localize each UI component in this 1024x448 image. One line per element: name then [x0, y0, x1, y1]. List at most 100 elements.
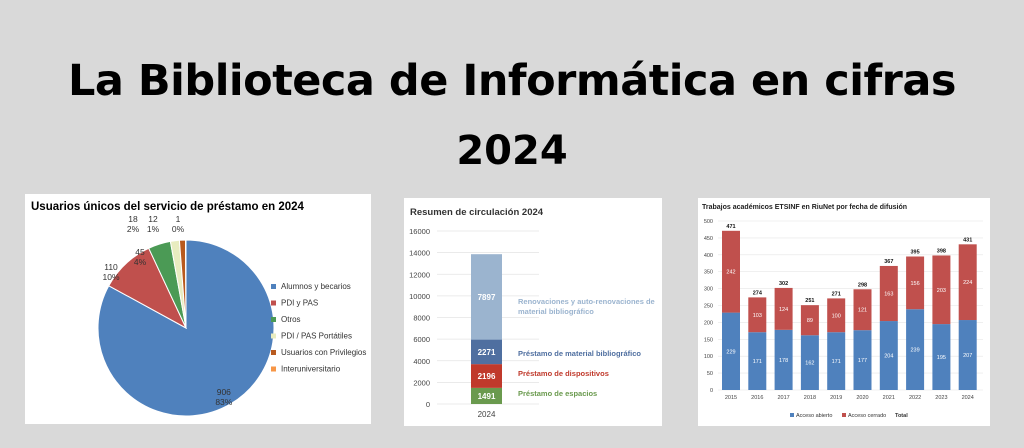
bar-total-label: 274	[753, 290, 763, 296]
bar-value-label: 224	[963, 280, 972, 286]
bar-value-label: 207	[963, 353, 972, 359]
y-tick-label: 500	[704, 219, 713, 225]
bar-value-label: 7897	[478, 293, 496, 302]
x-tick-label: 2023	[935, 395, 947, 401]
bar-segment	[748, 332, 767, 390]
bar-total-label: 395	[911, 249, 920, 255]
y-tick-label: 400	[704, 253, 713, 259]
x-tick-label: 2018	[804, 395, 816, 401]
bar-segment	[853, 289, 872, 331]
bar-total-label: 431	[963, 237, 972, 243]
bar-value-label: 89	[807, 318, 813, 324]
bar-segment	[879, 265, 898, 322]
legend-swatch	[271, 300, 276, 306]
bar-segment	[932, 255, 951, 325]
bar-segment	[958, 320, 977, 390]
x-tick-label: 2017	[777, 395, 789, 401]
bar-segment	[800, 305, 819, 336]
series-label: Préstamo de material bibliográfico	[518, 349, 641, 358]
bar-segment	[879, 321, 898, 390]
bar-value-label: 103	[753, 313, 762, 319]
pie-chart: Usuarios únicos del servicio de préstamo…	[31, 201, 366, 417]
y-tick-label: 14000	[409, 249, 430, 258]
slice-percent-label: 10%	[102, 272, 119, 282]
y-tick-label: 0	[710, 388, 713, 394]
bar-total-label: 367	[884, 259, 893, 265]
bar-value-label: 1491	[478, 392, 496, 401]
legend-swatch	[271, 366, 276, 372]
legend-swatch	[271, 333, 276, 339]
bar-value-label: 162	[805, 361, 814, 367]
y-tick-label: 300	[704, 287, 713, 293]
y-tick-label: 6000	[413, 335, 430, 344]
bar-segment	[932, 324, 951, 390]
slice-percent-label: 1%	[147, 224, 160, 234]
bar-value-label: 178	[779, 358, 788, 364]
bar-value-label: 100	[832, 313, 841, 319]
legend-entry: Alumnos y becarios	[281, 282, 351, 291]
circulation-chart: Resumen de circulación 2024 0 2000 4000 6000…	[409, 207, 655, 419]
slice-value-label: 906	[217, 387, 231, 397]
slice-value-label: 45	[135, 247, 145, 257]
circulation-chart-panel: Resumen de circulación 2024 0 2000 4000 6000…	[404, 198, 662, 426]
chart-title: Trabajos académicos ETSINF en RiuNet por…	[702, 204, 907, 211]
slice-percent-label: 2%	[127, 224, 140, 234]
y-tick-label: 8000	[413, 314, 430, 323]
slice-value-label: 1	[176, 214, 181, 224]
y-tick-label: 16000	[409, 227, 430, 236]
pie-chart-panel: Usuarios únicos del servicio de préstamo…	[25, 194, 371, 424]
legend-entry: Acceso abierto	[796, 413, 832, 419]
bar-total-label: 471	[726, 224, 735, 230]
bar-value-label: 203	[937, 288, 946, 294]
x-tick-label: 2015	[725, 395, 737, 401]
bar-value-label: 204	[884, 354, 893, 360]
x-tick-label: 2019	[830, 395, 842, 401]
legend-swatch	[271, 284, 276, 289]
bar-segment	[800, 335, 819, 390]
y-tick-label: 250	[704, 304, 713, 310]
x-tick-label: 2024	[478, 410, 496, 419]
bar-value-label: 171	[753, 359, 762, 365]
bar-total-label: 271	[832, 291, 841, 297]
legend-entry: PDI / PAS Portátiles	[281, 332, 352, 341]
series-label: Préstamo de espacios	[518, 389, 597, 398]
legend-entry-total: Total	[895, 413, 908, 419]
bar-segment	[722, 230, 740, 313]
bar-segment	[827, 332, 846, 390]
riunet-chart: Trabajos académicos ETSINF en RiuNet por…	[702, 204, 983, 419]
bar-segment	[471, 364, 502, 388]
slice-percent-label: 83%	[215, 397, 232, 407]
bar-value-label: 124	[779, 307, 788, 313]
x-tick-label: 2021	[883, 395, 895, 401]
y-tick-label: 150	[704, 337, 713, 343]
y-tick-label: 12000	[409, 270, 430, 279]
bar-segment	[471, 339, 502, 365]
legend-entry: Interuniversitario	[281, 365, 341, 374]
y-tick-label: 2000	[413, 378, 430, 387]
bar-segment	[853, 330, 872, 390]
bar-total-label: 398	[937, 248, 946, 254]
legend-swatch	[271, 350, 276, 355]
slice-percent-label: 4%	[134, 257, 147, 267]
bar-total-label: 302	[779, 281, 788, 287]
pie-slice	[184, 239, 187, 329]
y-tick-label: 10000	[409, 292, 430, 301]
page-title: La Biblioteca de Informática en cifras	[68, 56, 956, 106]
series-label: Renovaciones y auto-renovaciones de mater…	[518, 297, 655, 316]
page-subtitle-year: 2024	[456, 128, 568, 174]
bar-value-label: 2271	[478, 348, 496, 357]
y-tick-label: 450	[704, 236, 713, 242]
legend-entry: Usuarios con Privilegios	[281, 348, 366, 357]
bar-value-label: 163	[884, 292, 893, 298]
riunet-chart-panel: Trabajos académicos ETSINF en RiuNet por…	[698, 198, 990, 426]
bar-total-label: 251	[805, 298, 814, 304]
bar-value-label: 177	[858, 358, 867, 364]
y-tick-label: 4000	[413, 357, 430, 366]
bar-value-label: 242	[726, 270, 735, 276]
legend-swatch	[790, 413, 794, 417]
y-tick-label: 0	[426, 400, 430, 409]
bar-segment	[827, 298, 846, 333]
x-tick-label: 2016	[751, 395, 763, 401]
slice-value-label: 12	[148, 214, 158, 224]
x-tick-label: 2024	[962, 395, 974, 401]
